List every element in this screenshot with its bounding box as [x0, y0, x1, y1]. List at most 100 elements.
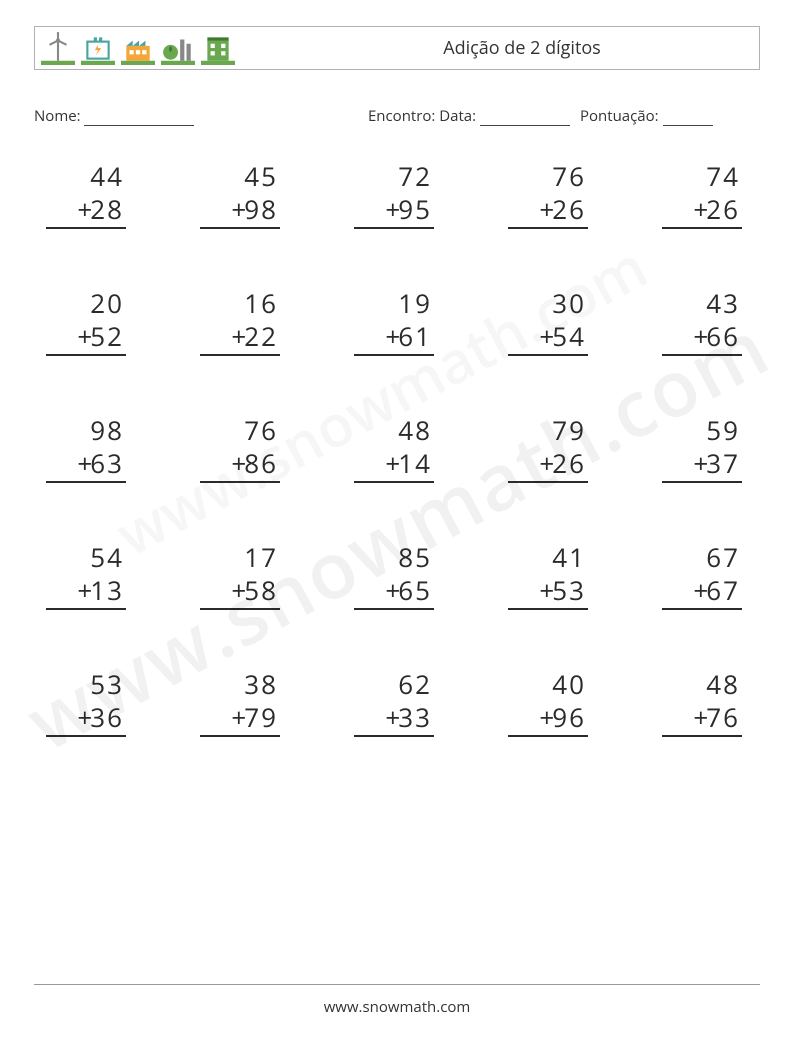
problems-grid: 44+2845+9872+9576+2674+2620+5216+2219+61… — [34, 160, 760, 737]
addend-bottom: +61 — [354, 320, 434, 357]
eco-plant-icon — [161, 31, 195, 65]
addend-bottom: +63 — [46, 447, 126, 484]
addend-bottom: +28 — [46, 193, 126, 230]
footer-text: www.snowmath.com — [0, 997, 794, 1017]
addend-bottom: +37 — [662, 447, 742, 484]
addend-bottom-value: 37 — [706, 445, 740, 481]
addend-top: 62 — [398, 668, 434, 701]
addend-bottom-value: 66 — [706, 318, 740, 354]
addend-bottom: +14 — [354, 447, 434, 484]
addend-bottom-value: 26 — [552, 445, 586, 481]
addend-bottom: +36 — [46, 701, 126, 738]
addition-problem: 72+95 — [356, 160, 434, 229]
addition-problem: 44+28 — [48, 160, 126, 229]
addend-top: 76 — [244, 414, 280, 447]
addend-bottom-value: 67 — [706, 572, 740, 608]
addend-bottom-value: 33 — [398, 699, 432, 735]
addend-top: 98 — [90, 414, 126, 447]
addend-bottom: +95 — [354, 193, 434, 230]
addend-top: 16 — [244, 287, 280, 320]
addend-bottom-value: 13 — [90, 572, 124, 608]
addend-bottom: +22 — [200, 320, 280, 357]
addition-problem: 40+96 — [510, 668, 588, 737]
meta-row: Nome: Encontro: Data: Pontuação: — [34, 106, 760, 126]
addend-bottom: +26 — [662, 193, 742, 230]
factory-icon — [121, 31, 155, 65]
addition-problem: 43+66 — [664, 287, 742, 356]
worksheet-title: Adição de 2 dígitos — [235, 36, 749, 60]
addend-bottom: +58 — [200, 574, 280, 611]
addition-problem: 74+26 — [664, 160, 742, 229]
addition-problem: 48+14 — [356, 414, 434, 483]
meta-score: Pontuação: — [580, 106, 713, 126]
addend-bottom-value: 79 — [244, 699, 278, 735]
addition-problem: 98+63 — [48, 414, 126, 483]
addend-bottom-value: 54 — [552, 318, 586, 354]
addition-problem: 45+98 — [202, 160, 280, 229]
addend-top: 20 — [90, 287, 126, 320]
addend-bottom: +96 — [508, 701, 588, 738]
addition-problem: 19+61 — [356, 287, 434, 356]
addend-top: 41 — [552, 541, 588, 574]
addend-bottom-value: 96 — [552, 699, 586, 735]
addend-bottom-value: 65 — [398, 572, 432, 608]
meta-date: Encontro: Data: — [368, 106, 570, 126]
addend-bottom-value: 76 — [706, 699, 740, 735]
score-blank[interactable] — [663, 111, 713, 126]
addend-bottom: +26 — [508, 447, 588, 484]
addend-bottom: +98 — [200, 193, 280, 230]
date-label: Encontro: Data: — [368, 106, 476, 126]
name-blank[interactable] — [84, 111, 194, 126]
score-label: Pontuação: — [580, 106, 659, 126]
addition-problem: 53+36 — [48, 668, 126, 737]
addend-bottom: +52 — [46, 320, 126, 357]
addition-problem: 20+52 — [48, 287, 126, 356]
battery-icon — [81, 31, 115, 65]
addend-top: 76 — [552, 160, 588, 193]
addend-top: 85 — [398, 541, 434, 574]
addend-bottom-value: 58 — [244, 572, 278, 608]
addend-bottom-value: 26 — [552, 191, 586, 227]
addend-bottom-value: 63 — [90, 445, 124, 481]
addition-problem: 67+67 — [664, 541, 742, 610]
addition-problem: 17+58 — [202, 541, 280, 610]
addition-problem: 59+37 — [664, 414, 742, 483]
addend-top: 48 — [706, 668, 742, 701]
addend-top: 53 — [90, 668, 126, 701]
addend-bottom: +66 — [662, 320, 742, 357]
addend-top: 67 — [706, 541, 742, 574]
addend-bottom-value: 86 — [244, 445, 278, 481]
addend-bottom-value: 53 — [552, 572, 586, 608]
addition-problem: 62+33 — [356, 668, 434, 737]
addend-bottom: +54 — [508, 320, 588, 357]
addend-top: 43 — [706, 287, 742, 320]
addend-bottom: +76 — [662, 701, 742, 738]
addend-bottom-value: 61 — [398, 318, 432, 354]
addition-problem: 76+26 — [510, 160, 588, 229]
addend-top: 72 — [398, 160, 434, 193]
addend-bottom-value: 14 — [398, 445, 432, 481]
addend-top: 19 — [398, 287, 434, 320]
name-label: Nome: — [34, 106, 81, 126]
addend-bottom-value: 36 — [90, 699, 124, 735]
addition-problem: 48+76 — [664, 668, 742, 737]
date-blank[interactable] — [480, 111, 570, 126]
addend-top: 59 — [706, 414, 742, 447]
addition-problem: 38+79 — [202, 668, 280, 737]
addend-top: 74 — [706, 160, 742, 193]
addend-top: 79 — [552, 414, 588, 447]
addition-problem: 41+53 — [510, 541, 588, 610]
addend-bottom: +79 — [200, 701, 280, 738]
addition-problem: 16+22 — [202, 287, 280, 356]
header-banner: Adição de 2 dígitos — [34, 26, 760, 70]
addend-top: 17 — [244, 541, 280, 574]
meta-name: Nome: — [34, 106, 368, 126]
addition-problem: 30+54 — [510, 287, 588, 356]
addend-top: 44 — [90, 160, 126, 193]
addend-bottom-value: 28 — [90, 191, 124, 227]
header-icons — [41, 31, 235, 65]
green-building-icon — [201, 31, 235, 65]
worksheet-page: Adição de 2 dígitos Nome: Encontro: Data… — [0, 0, 794, 1053]
wind-turbine-icon — [41, 31, 75, 65]
addend-top: 54 — [90, 541, 126, 574]
